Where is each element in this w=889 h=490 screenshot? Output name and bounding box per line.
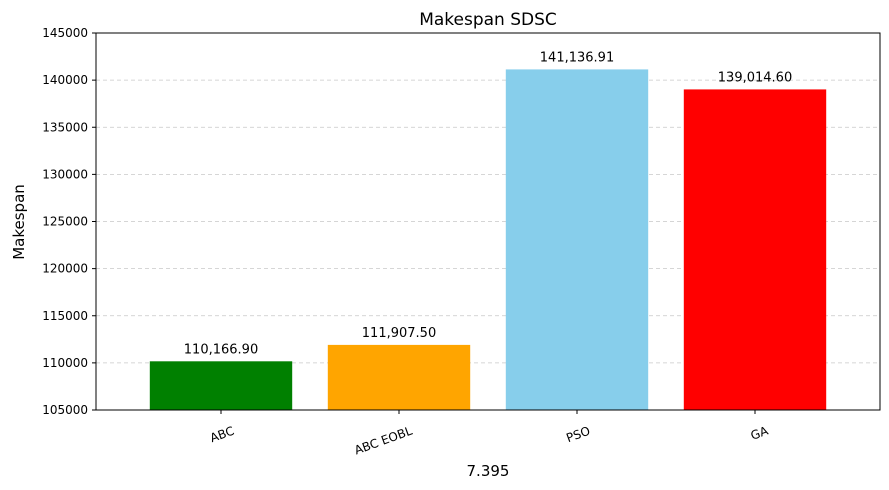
bar-value-labels: 110,166.90 111,907.50 141,136.91 139,014.60	[184, 50, 792, 357]
bar-ga	[683, 89, 827, 411]
y-tick-label: 105000	[42, 403, 88, 417]
x-tick-label: PSO	[564, 424, 592, 445]
x-axis-label: 7.395	[467, 462, 510, 480]
bar-value-label: 141,136.91	[540, 50, 614, 65]
y-tick-label: 110000	[42, 356, 88, 370]
bars	[149, 69, 827, 411]
x-tick-label: ABC	[208, 424, 236, 446]
x-tick-label: GA	[749, 423, 771, 442]
bar-value-label: 110,166.90	[184, 342, 258, 357]
bar-value-label: 111,907.50	[362, 326, 436, 341]
x-tick-label: ABC EOBL	[353, 424, 415, 458]
y-tick-label: 120000	[42, 262, 88, 276]
bar-value-label: 139,014.60	[718, 70, 792, 85]
y-tick-label: 145000	[42, 26, 88, 40]
y-tick-label: 135000	[42, 120, 88, 134]
y-tick-label: 130000	[42, 167, 88, 181]
chart-title: Makespan SDSC	[419, 10, 557, 30]
x-axis: ABC ABC EOBL PSO GA	[208, 410, 771, 457]
y-axis-label: Makespan	[10, 184, 28, 260]
bar-pso	[505, 69, 649, 411]
y-tick-label: 125000	[42, 215, 88, 229]
y-axis: 105000 110000 115000 120000 125000 130000 1350…	[42, 26, 96, 417]
y-tick-label: 115000	[42, 309, 88, 323]
bar-abc-eobl	[327, 344, 471, 410]
bar-abc	[149, 361, 293, 410]
y-tick-label: 140000	[42, 73, 88, 87]
